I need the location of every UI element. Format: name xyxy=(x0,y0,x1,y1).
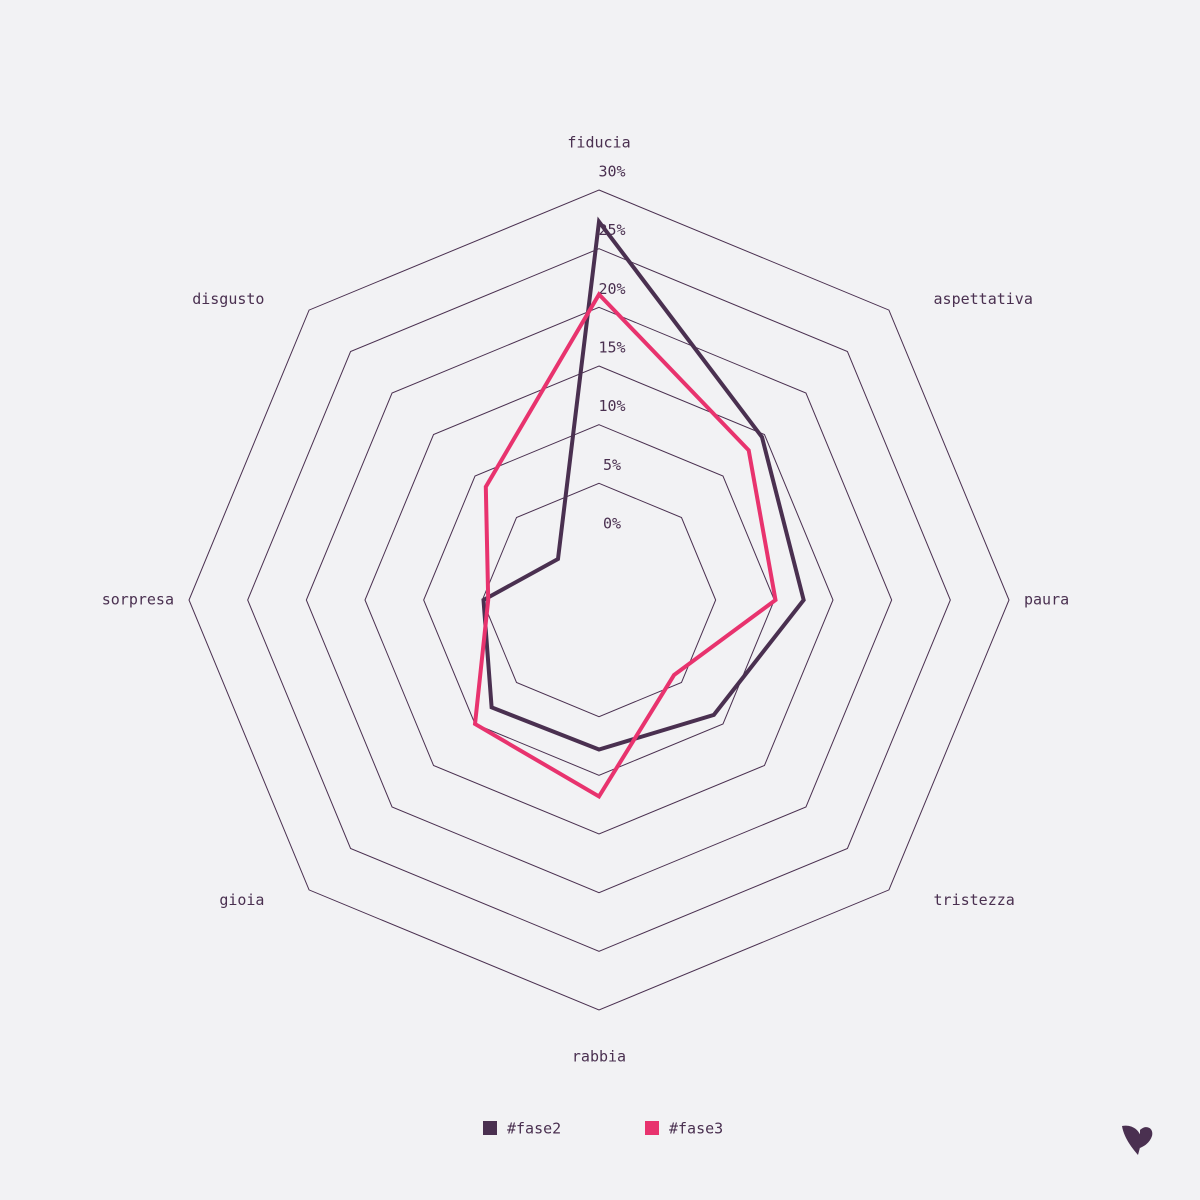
logo xyxy=(1122,1125,1153,1155)
category-label: sorpresa xyxy=(102,591,174,609)
series-line xyxy=(472,291,778,800)
series-line xyxy=(481,216,806,752)
grid-ring xyxy=(188,189,1010,1011)
r-tick-label: 30% xyxy=(598,163,625,181)
legend-swatch xyxy=(645,1121,659,1135)
r-tick-label: 25% xyxy=(598,221,625,239)
legend-swatch xyxy=(483,1121,497,1135)
category-label: disgusto xyxy=(192,290,264,308)
grid-ring xyxy=(481,482,717,718)
category-label: rabbia xyxy=(572,1048,626,1066)
category-label: tristezza xyxy=(934,891,1015,909)
grid-ring xyxy=(364,365,834,835)
r-tick-label: 5% xyxy=(603,456,621,474)
r-tick-label: 20% xyxy=(598,280,625,298)
legend-label: #fase2 xyxy=(507,1120,561,1138)
legend-label: #fase3 xyxy=(669,1120,723,1138)
r-tick-label: 0% xyxy=(603,515,621,533)
r-tick-label: 10% xyxy=(598,397,625,415)
r-tick-label: 15% xyxy=(598,339,625,357)
grid-ring xyxy=(423,424,775,776)
category-label: paura xyxy=(1024,591,1069,609)
grid-ring xyxy=(247,248,951,952)
category-label: gioia xyxy=(219,891,264,909)
grid-ring xyxy=(305,306,893,894)
category-label: aspettativa xyxy=(934,290,1033,308)
category-label: fiducia xyxy=(567,134,630,152)
